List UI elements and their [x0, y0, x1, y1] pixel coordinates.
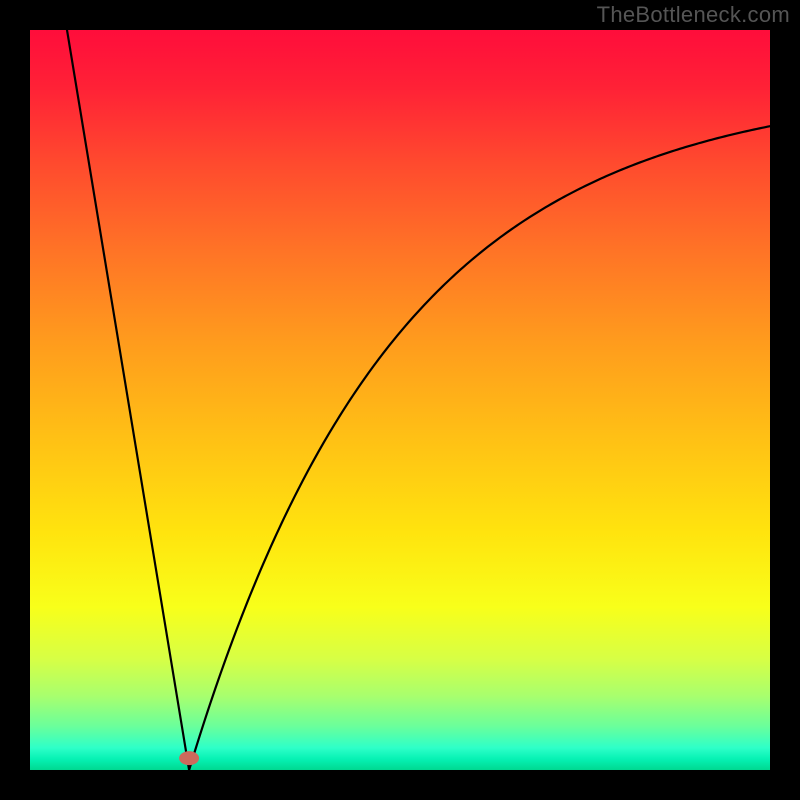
optimum-marker [179, 751, 199, 765]
chart-container: { "watermark": "TheBottleneck.com", "cha… [0, 0, 800, 800]
plot-background [30, 30, 770, 770]
bottleneck-chart [0, 0, 800, 800]
watermark-text: TheBottleneck.com [597, 2, 790, 28]
